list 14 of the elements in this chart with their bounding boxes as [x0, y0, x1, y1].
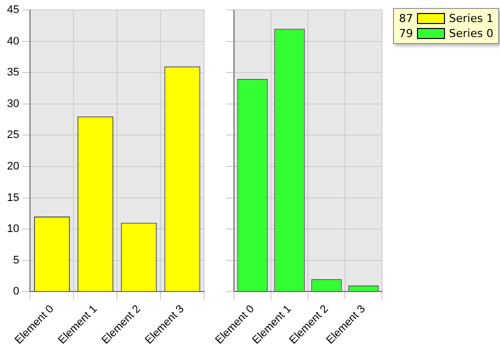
- text: 79: [399, 27, 413, 40]
- y-tick-label: 25: [6, 129, 20, 142]
- legend-label: Series 1: [449, 12, 494, 25]
- y-tick-label: 5: [13, 254, 20, 266]
- y-tick-label: 35: [6, 66, 20, 79]
- text: 87: [399, 12, 413, 25]
- y-tick-label: 0: [13, 286, 20, 298]
- y-tick-label: 10: [6, 223, 20, 236]
- legend-label: Series 0: [449, 27, 494, 40]
- y-tick-label: 30: [6, 98, 20, 110]
- y-tick-label: 40: [6, 35, 20, 48]
- y-tick-label: 15: [6, 192, 20, 204]
- y-tick-label: 20: [6, 160, 20, 172]
- y-tick-label: 45: [6, 4, 20, 16]
